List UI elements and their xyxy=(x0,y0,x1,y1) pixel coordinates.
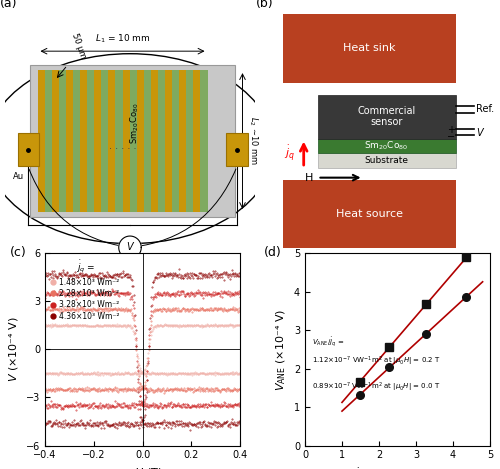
Bar xyxy=(318,153,456,168)
Text: Sm$_{20}$Co$_{80}$: Sm$_{20}$Co$_{80}$ xyxy=(364,140,408,152)
Bar xyxy=(318,139,456,153)
Bar xyxy=(194,70,200,212)
Bar xyxy=(158,70,165,212)
Bar xyxy=(87,70,94,212)
Bar xyxy=(165,70,172,212)
Bar xyxy=(186,70,194,212)
Text: Heat sink: Heat sink xyxy=(343,44,396,53)
Bar xyxy=(136,70,144,212)
Text: Ref.: Ref. xyxy=(476,105,494,114)
Text: $L_1$ = 10 mm: $L_1$ = 10 mm xyxy=(94,32,150,45)
Y-axis label: $V_{\mathrm{ANE}}$ (×10⁻⁴ V): $V_{\mathrm{ANE}}$ (×10⁻⁴ V) xyxy=(274,308,288,391)
X-axis label: $\mu_0H$ (T): $\mu_0H$ (T) xyxy=(122,466,163,469)
Text: (b): (b) xyxy=(256,0,273,10)
Bar xyxy=(226,134,248,166)
Polygon shape xyxy=(119,236,142,259)
Bar xyxy=(18,134,39,166)
Bar xyxy=(116,70,122,212)
X-axis label: $\dot{j}_q$ (×10³ Wm⁻²): $\dot{j}_q$ (×10³ Wm⁻²) xyxy=(354,466,441,469)
Bar xyxy=(318,95,456,139)
Text: Heat source: Heat source xyxy=(336,209,403,219)
Text: (c): (c) xyxy=(10,246,26,258)
Text: (d): (d) xyxy=(264,246,282,258)
Text: Au: Au xyxy=(13,172,24,181)
Text: · · · · ·: · · · · · xyxy=(109,144,136,154)
Bar xyxy=(151,70,158,212)
Bar xyxy=(66,70,73,212)
Text: $V_{\rm ANE}/\dot{j}_q$ =
1.12$\times$10$^{-7}$ VW$^{-1}$m$^2$ at $|\mu_0H|$ = 0: $V_{\rm ANE}/\dot{j}_q$ = 1.12$\times$10… xyxy=(312,336,441,394)
Text: V: V xyxy=(126,242,134,252)
Bar xyxy=(108,70,116,212)
Bar xyxy=(80,70,87,212)
Text: Sm$_{20}$Co$_{80}$: Sm$_{20}$Co$_{80}$ xyxy=(129,103,141,144)
Text: (a): (a) xyxy=(0,0,18,10)
Text: polyethylene naphthalate substrate: polyethylene naphthalate substrate xyxy=(54,275,206,284)
Text: V: V xyxy=(476,128,483,137)
Bar xyxy=(94,70,101,212)
Bar xyxy=(130,70,136,212)
Bar xyxy=(52,70,59,212)
Bar xyxy=(283,14,456,83)
Text: 50 μm: 50 μm xyxy=(70,32,87,60)
Bar xyxy=(144,70,151,212)
Legend: 1.48×10³ Wm⁻², 2.28×10³ Wm⁻², 3.28×10³ Wm⁻², 4.36×10³ Wm⁻²: 1.48×10³ Wm⁻², 2.28×10³ Wm⁻², 3.28×10³ W… xyxy=(49,257,122,323)
Text: $\dot{j}_q$: $\dot{j}_q$ xyxy=(284,144,296,163)
Text: Commercial
sensor: Commercial sensor xyxy=(358,106,416,128)
Y-axis label: $V$ (×10⁻⁴ V): $V$ (×10⁻⁴ V) xyxy=(8,317,20,382)
Bar xyxy=(44,70,52,212)
Bar xyxy=(122,70,130,212)
Bar xyxy=(73,70,80,212)
Bar xyxy=(38,70,44,212)
Bar xyxy=(172,70,179,212)
Bar xyxy=(30,65,235,217)
Bar xyxy=(283,180,456,249)
Text: +: + xyxy=(447,125,455,135)
Bar xyxy=(179,70,186,212)
Text: $L_2$ ∼10 mm: $L_2$ ∼10 mm xyxy=(248,116,260,166)
Bar xyxy=(200,70,207,212)
Bar xyxy=(59,70,66,212)
Bar xyxy=(101,70,108,212)
Text: H: H xyxy=(304,173,313,182)
Text: Substrate: Substrate xyxy=(364,156,408,165)
Text: −: − xyxy=(447,132,455,143)
